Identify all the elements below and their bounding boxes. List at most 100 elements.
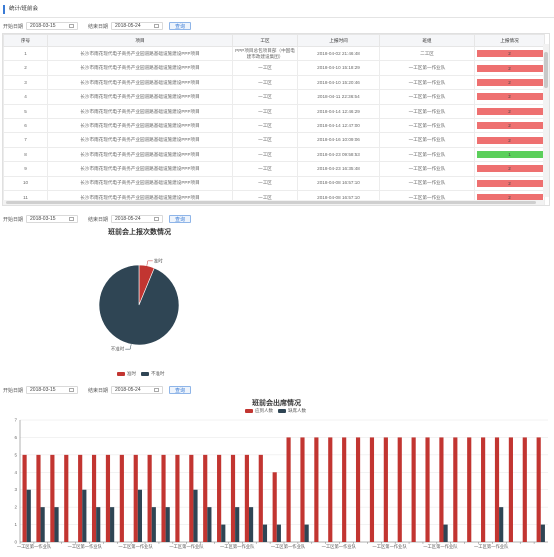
column-header[interactable]: 工区 xyxy=(232,34,298,47)
bar-expected[interactable] xyxy=(286,437,291,542)
bar-expected[interactable] xyxy=(258,454,263,542)
table-row[interactable]: 8 长沙市雨花现代电子商务产业园道路基础设施建设PPP项目 一工区 2018-04-2… xyxy=(3,146,545,163)
bar-expected[interactable] xyxy=(397,437,402,542)
bar-absent[interactable] xyxy=(193,489,198,542)
bar-expected[interactable] xyxy=(494,437,500,542)
column-header[interactable]: 班组 xyxy=(379,34,475,47)
column-header[interactable]: 序号 xyxy=(3,34,48,47)
cell-status: 2 xyxy=(474,117,545,134)
vertical-scroll-thumb[interactable] xyxy=(544,52,548,88)
bar-expected[interactable] xyxy=(536,437,541,542)
table-row[interactable]: 9 长沙市雨花现代电子商务产业园道路基础设施建设PPP项目 一工区 2018-04-2… xyxy=(3,161,545,177)
start-date-input[interactable]: 2018-03-15 xyxy=(26,215,79,223)
legend-item-ontime[interactable]: 准时 xyxy=(117,371,136,377)
bar-expected[interactable] xyxy=(175,454,180,542)
table-row[interactable]: 6 长沙市雨花现代电子商务产业园道路基础设施建设PPP项目 一工区 2018-04-1… xyxy=(3,117,545,134)
bar-absent[interactable] xyxy=(540,524,545,542)
bar-expected[interactable] xyxy=(342,437,347,542)
bar-expected[interactable] xyxy=(105,454,111,542)
report-count-badge: 2 xyxy=(476,122,543,130)
legend-item-expected[interactable]: 应到人数 xyxy=(245,408,273,414)
bar-expected[interactable] xyxy=(328,437,333,542)
bar-absent[interactable] xyxy=(54,507,59,542)
bar-expected[interactable] xyxy=(522,437,527,542)
table-row[interactable]: 3 长沙市雨花现代电子商务产业园道路基础设施建设PPP项目 一工区 2018-04-1… xyxy=(3,74,545,91)
cell-project: 长沙市雨花现代电子商务产业园道路基础设施建设PPP项目 xyxy=(47,161,233,177)
table-row[interactable]: 5 长沙市雨花现代电子商务产业园道路基础设施建设PPP项目 一工区 2018-04-1… xyxy=(3,103,545,119)
bar-expected[interactable] xyxy=(217,454,222,542)
bar-absent[interactable] xyxy=(82,489,87,542)
start-date-input[interactable]: 2018-03-15 xyxy=(26,22,79,30)
x-tick-label: 一工区第一作业队 xyxy=(118,543,153,550)
bar-expected[interactable] xyxy=(411,437,416,542)
bar-absent[interactable] xyxy=(26,489,31,542)
bar-expected[interactable] xyxy=(425,437,430,542)
bar-absent[interactable] xyxy=(276,524,281,542)
bar-absent[interactable] xyxy=(235,507,240,542)
end-date-input[interactable]: 2018-05-24 xyxy=(111,22,164,30)
table-row[interactable]: 1 长沙市雨花现代电子商务产业园道路基础设施建设PPP项目 PPP项目总包项目部（中… xyxy=(3,45,545,62)
bar-expected[interactable] xyxy=(300,437,305,542)
column-header[interactable]: 项目 xyxy=(47,34,233,47)
cell-time: 2018-04-23 09:58:53 xyxy=(297,146,380,163)
bar-expected[interactable] xyxy=(147,454,152,542)
bar-absent[interactable] xyxy=(137,489,142,542)
bar-expected[interactable] xyxy=(481,437,486,542)
bar-absent[interactable] xyxy=(207,507,212,542)
table-row[interactable]: 4 长沙市雨花现代电子商务产业园道路基础设施建设PPP项目 一工区 2018-04-1… xyxy=(3,89,545,105)
bar-expected[interactable] xyxy=(467,437,472,542)
bar-expected[interactable] xyxy=(78,454,83,542)
bar-absent[interactable] xyxy=(96,507,101,542)
bar-absent[interactable] xyxy=(304,524,309,542)
legend-item-late[interactable]: 不准时 xyxy=(141,371,165,377)
bar-absent[interactable] xyxy=(262,524,268,542)
bar-expected[interactable] xyxy=(244,454,249,542)
end-date-input[interactable]: 2018-05-24 xyxy=(111,215,164,223)
bar-expected[interactable] xyxy=(161,454,166,542)
bar-expected[interactable] xyxy=(230,454,236,542)
bar-expected[interactable] xyxy=(453,437,458,542)
horizontal-scroll-thumb[interactable] xyxy=(6,201,536,204)
query-button[interactable]: 查询 xyxy=(169,22,192,30)
column-header[interactable]: 上报情况 xyxy=(474,34,545,47)
pie-slice[interactable] xyxy=(98,264,180,346)
bar-expected[interactable] xyxy=(50,454,55,542)
bar-absent[interactable] xyxy=(443,524,448,542)
bar-expected[interactable] xyxy=(189,454,194,542)
bar-expected[interactable] xyxy=(36,454,41,542)
query-button[interactable]: 查询 xyxy=(169,386,192,394)
bar-expected[interactable] xyxy=(203,454,208,542)
bar-absent[interactable] xyxy=(110,507,115,542)
bar-expected[interactable] xyxy=(314,437,319,542)
start-date-label: 开始日期 xyxy=(3,387,24,394)
vertical-scrollbar[interactable] xyxy=(543,44,549,197)
bar-expected[interactable] xyxy=(64,454,69,542)
bar-expected[interactable] xyxy=(119,454,124,542)
table-row[interactable]: 2 长沙市雨花现代电子商务产业园道路基础设施建设PPP项目 一工区 2018-04-1… xyxy=(3,60,545,76)
bar-expected[interactable] xyxy=(272,472,277,542)
bar-expected[interactable] xyxy=(133,454,138,542)
table-row[interactable]: 7 长沙市雨花现代电子商务产业园道路基础设施建设PPP项目 一工区 2018-04-1… xyxy=(3,132,545,148)
horizontal-scrollbar[interactable] xyxy=(3,200,544,205)
table-row[interactable]: 10 长沙市雨花现代电子商务产业园道路基础设施建设PPP项目 一工区 2018-04-… xyxy=(3,175,545,191)
end-date-input[interactable]: 2018-05-24 xyxy=(111,386,164,394)
bar-absent[interactable] xyxy=(248,507,254,542)
start-date-input[interactable]: 2018-03-15 xyxy=(26,386,79,394)
bar-absent[interactable] xyxy=(151,507,156,542)
bar-absent[interactable] xyxy=(165,507,170,542)
bar-expected[interactable] xyxy=(383,437,388,542)
query-button[interactable]: 查询 xyxy=(169,215,192,223)
bar-expected[interactable] xyxy=(22,454,27,542)
bar-expected[interactable] xyxy=(369,437,375,542)
bar-expected[interactable] xyxy=(91,454,97,542)
legend-item-absent[interactable]: 缺席人数 xyxy=(278,408,306,414)
bar-expected[interactable] xyxy=(439,437,444,542)
cell-area: 一工区 xyxy=(232,89,298,105)
cell-no: 3 xyxy=(3,74,48,91)
bar-absent[interactable] xyxy=(40,507,45,542)
bar-expected[interactable] xyxy=(508,437,513,542)
bar-expected[interactable] xyxy=(355,437,361,542)
bar-absent[interactable] xyxy=(221,524,226,542)
bar-absent[interactable] xyxy=(499,507,504,542)
column-header[interactable]: 上报时间 xyxy=(297,34,380,47)
